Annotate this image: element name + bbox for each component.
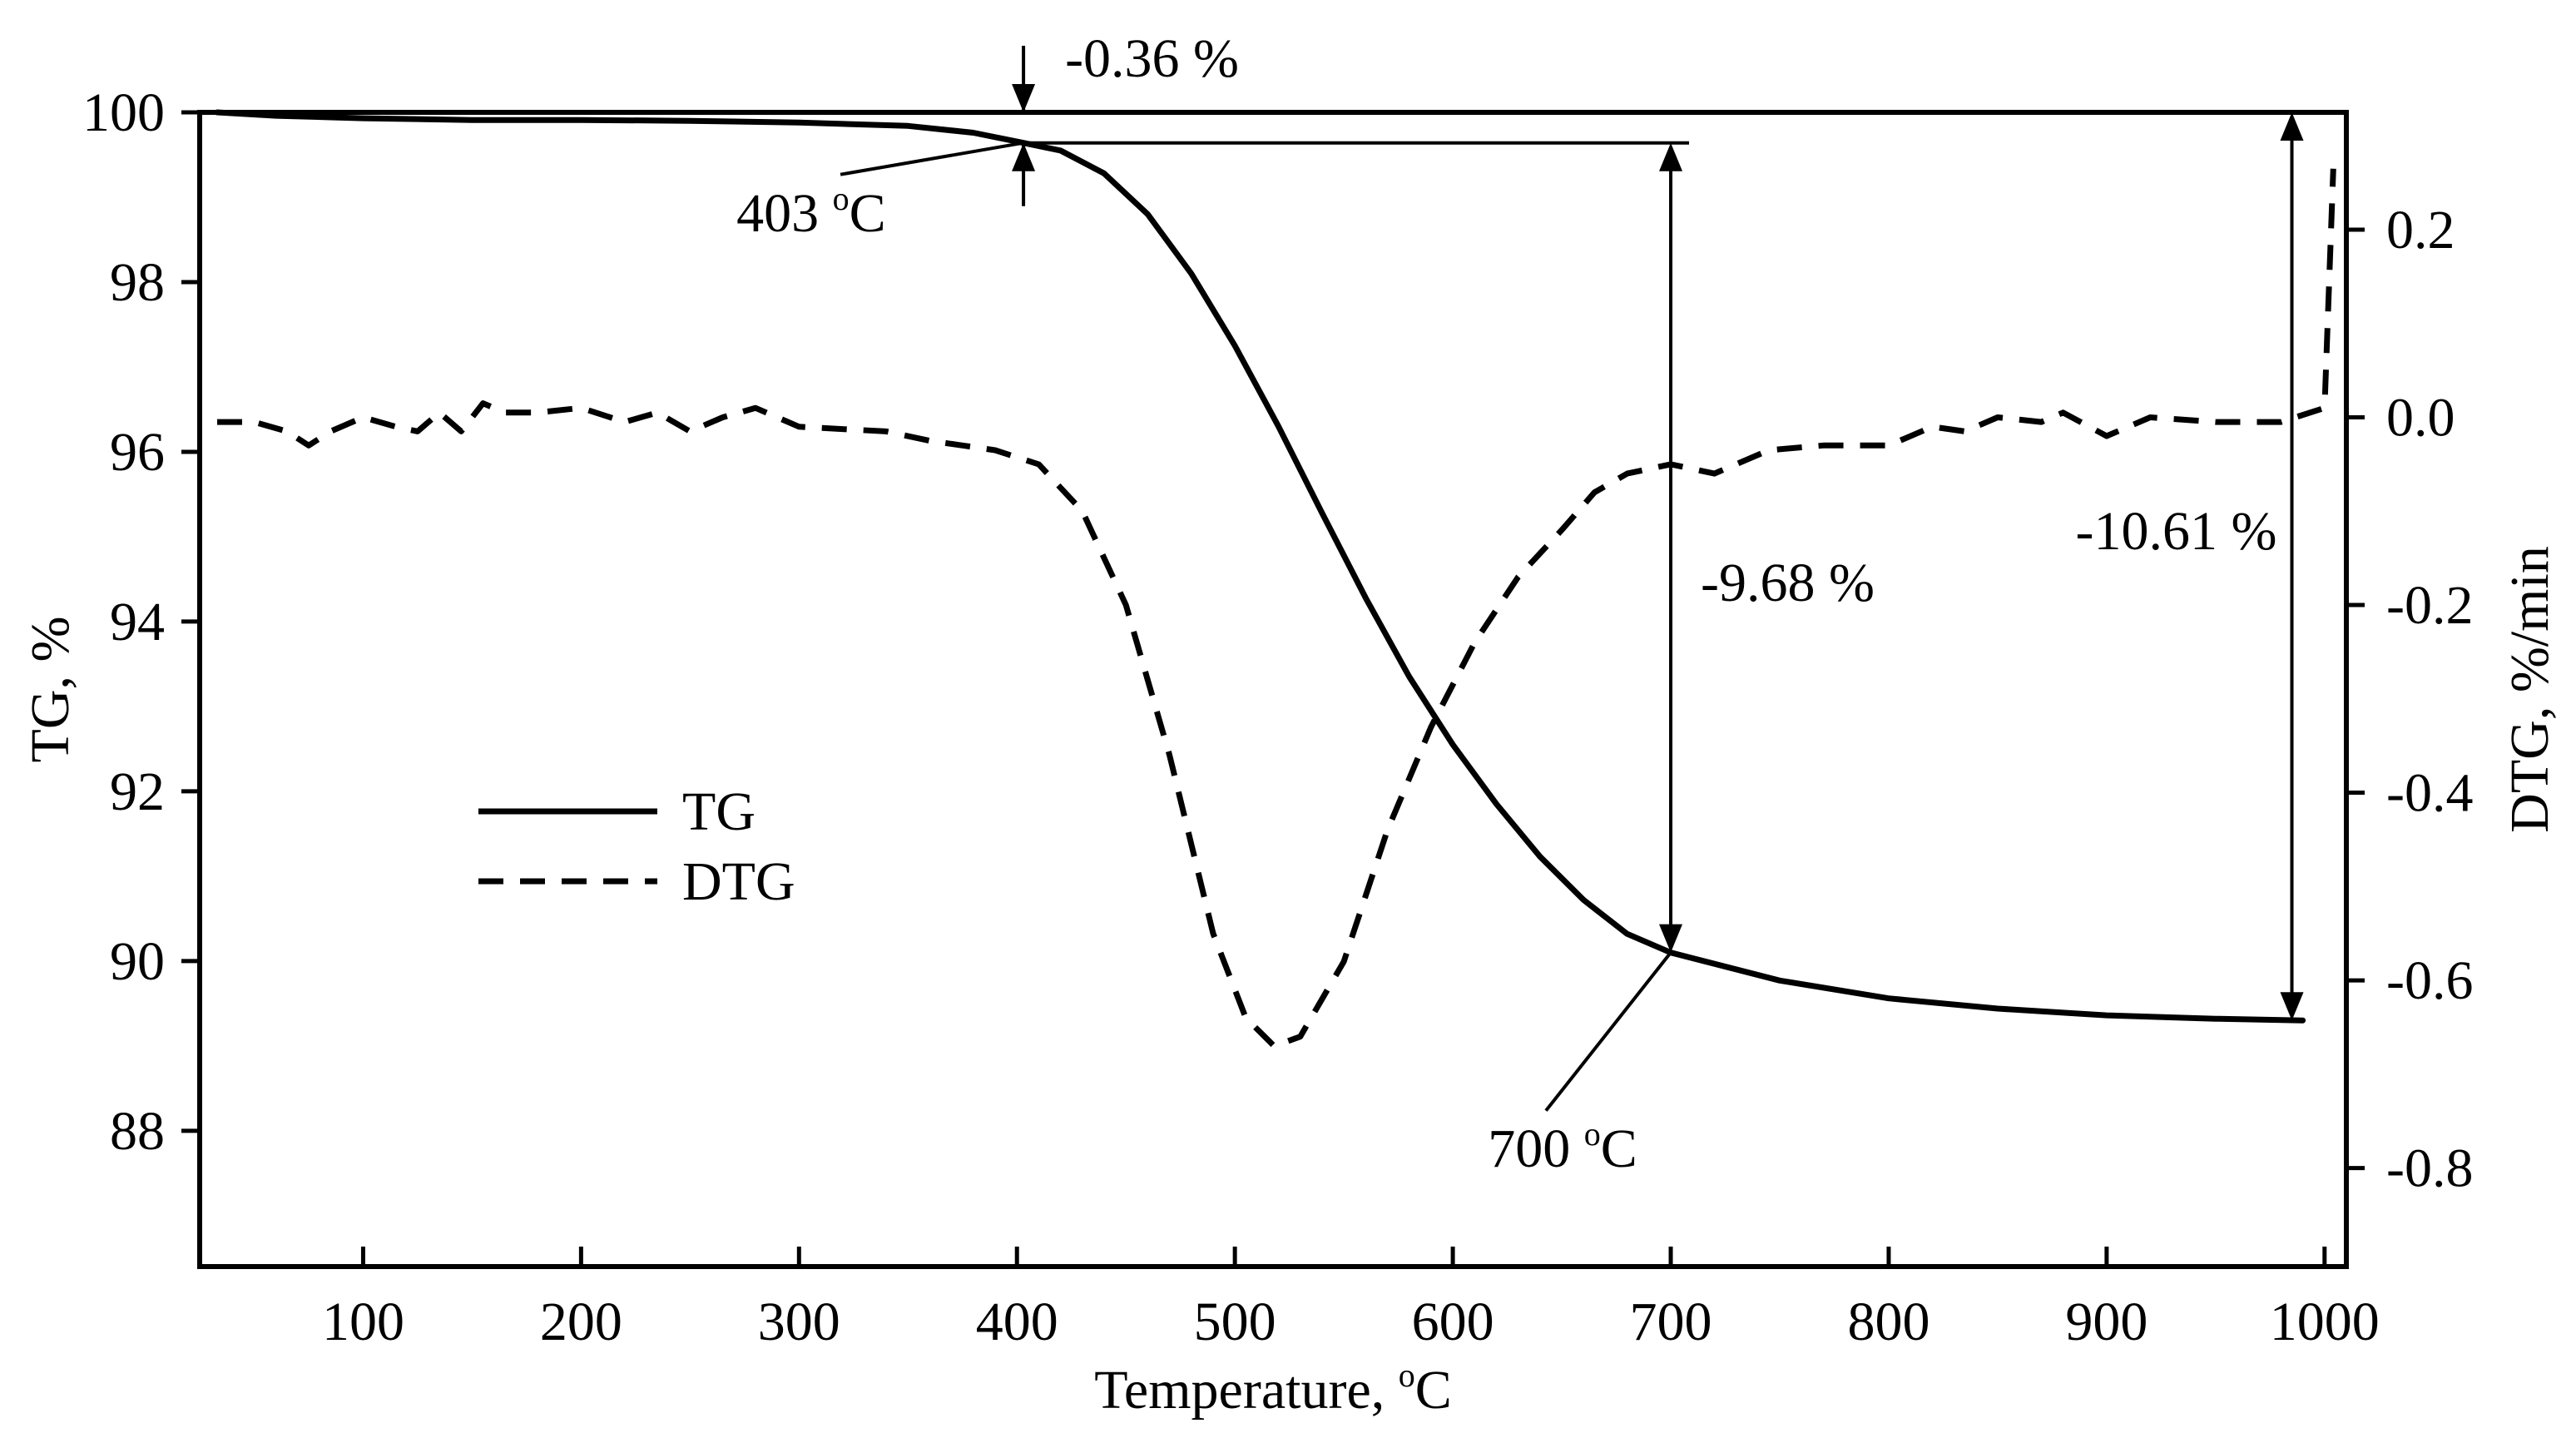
plot-frame-group — [197, 110, 2349, 1269]
y-left-tick-label-90: 90 — [110, 931, 165, 992]
y-left-tick-label-88: 88 — [110, 1101, 165, 1162]
x-tick-label-500: 500 — [1194, 1292, 1276, 1352]
y-left-tick-label-94: 94 — [110, 592, 165, 652]
x-tick-label-700: 700 — [1630, 1292, 1712, 1352]
loss-total-arrow-head-bottom — [2280, 992, 2304, 1021]
series-layer — [214, 109, 2336, 1049]
y-left-axis-title: TG, % — [20, 617, 81, 763]
y-left-tick-label-92: 92 — [110, 761, 165, 822]
y-right-axis-title: DTG, %/min — [2499, 546, 2560, 833]
offset-label: 700 oC — [1488, 1115, 1637, 1179]
legend: TG DTG — [478, 781, 795, 912]
x-axis-title: Temperature, oC — [1094, 1356, 1452, 1421]
y-right-tick-label-3: -0.4 — [2386, 763, 2473, 824]
onset-pointer — [840, 141, 1024, 176]
x-tick-label-100: 100 — [322, 1292, 404, 1352]
y-right-tick-label-2: -0.2 — [2386, 575, 2473, 636]
loss-main-arrow-head-top — [1659, 142, 1683, 171]
y-left-tick-label-100: 100 — [82, 82, 165, 143]
y-right-tick-label-1: 0.0 — [2386, 387, 2455, 448]
loss-initial-arrow-top-head — [1012, 84, 1036, 112]
loss-main-label: -9.68 % — [1701, 553, 1875, 613]
loss-initial-arrow-bottom-head — [1012, 142, 1036, 171]
y-right-tick-label-0: 0.2 — [2386, 200, 2455, 260]
tick-group — [181, 110, 2365, 1267]
onset-label: 403 oC — [736, 180, 886, 244]
x-tick-label-200: 200 — [540, 1292, 622, 1352]
x-tick-label-300: 300 — [758, 1292, 840, 1352]
loss-main-arrow-head-bottom — [1659, 924, 1683, 953]
x-tick-label-600: 600 — [1412, 1292, 1494, 1352]
loss-total-arrow-head-top — [2280, 112, 2304, 141]
x-tick-label-900: 900 — [2065, 1292, 2147, 1352]
y-right-tick-label-4: -0.6 — [2386, 950, 2473, 1011]
legend-label-dtg: DTG — [682, 851, 795, 912]
plot-frame — [197, 110, 2349, 1269]
y-left-tick-label-98: 98 — [110, 252, 165, 313]
legend-label-tg: TG — [682, 781, 755, 842]
annotation-layer: -0.36 % 403 oC -9.68 % 700 oC -10.61 % — [736, 28, 2304, 1179]
offset-pointer — [1544, 951, 1672, 1112]
y-right-tick-label-5: -0.8 — [2386, 1138, 2473, 1199]
text-layer: 100 200 300 400 500 600 700 800 900 1000 100 98 96 94… — [20, 82, 2560, 1421]
x-tick-label-400: 400 — [976, 1292, 1058, 1352]
series-line-dtg — [217, 168, 2336, 1049]
x-tick-label-1000: 1000 — [2270, 1292, 2380, 1352]
loss-initial-label: -0.36 % — [1065, 28, 1239, 89]
y-left-tick-label-96: 96 — [110, 422, 165, 483]
loss-total-label: -10.61 % — [2076, 501, 2277, 562]
series-line-tg — [214, 109, 2306, 1024]
x-tick-label-800: 800 — [1847, 1292, 1930, 1352]
